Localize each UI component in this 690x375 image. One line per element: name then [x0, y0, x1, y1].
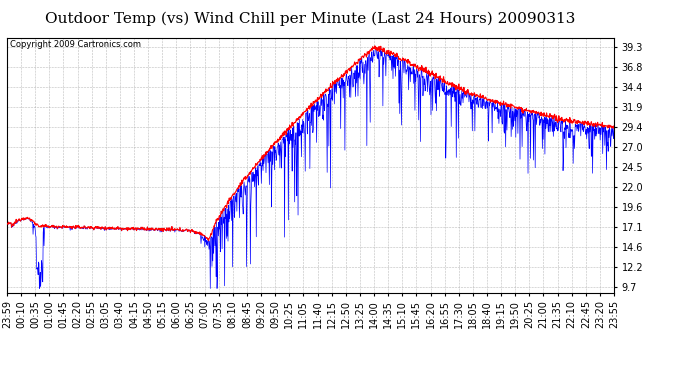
- Text: Outdoor Temp (vs) Wind Chill per Minute (Last 24 Hours) 20090313: Outdoor Temp (vs) Wind Chill per Minute …: [46, 11, 575, 26]
- Text: Copyright 2009 Cartronics.com: Copyright 2009 Cartronics.com: [10, 40, 141, 49]
